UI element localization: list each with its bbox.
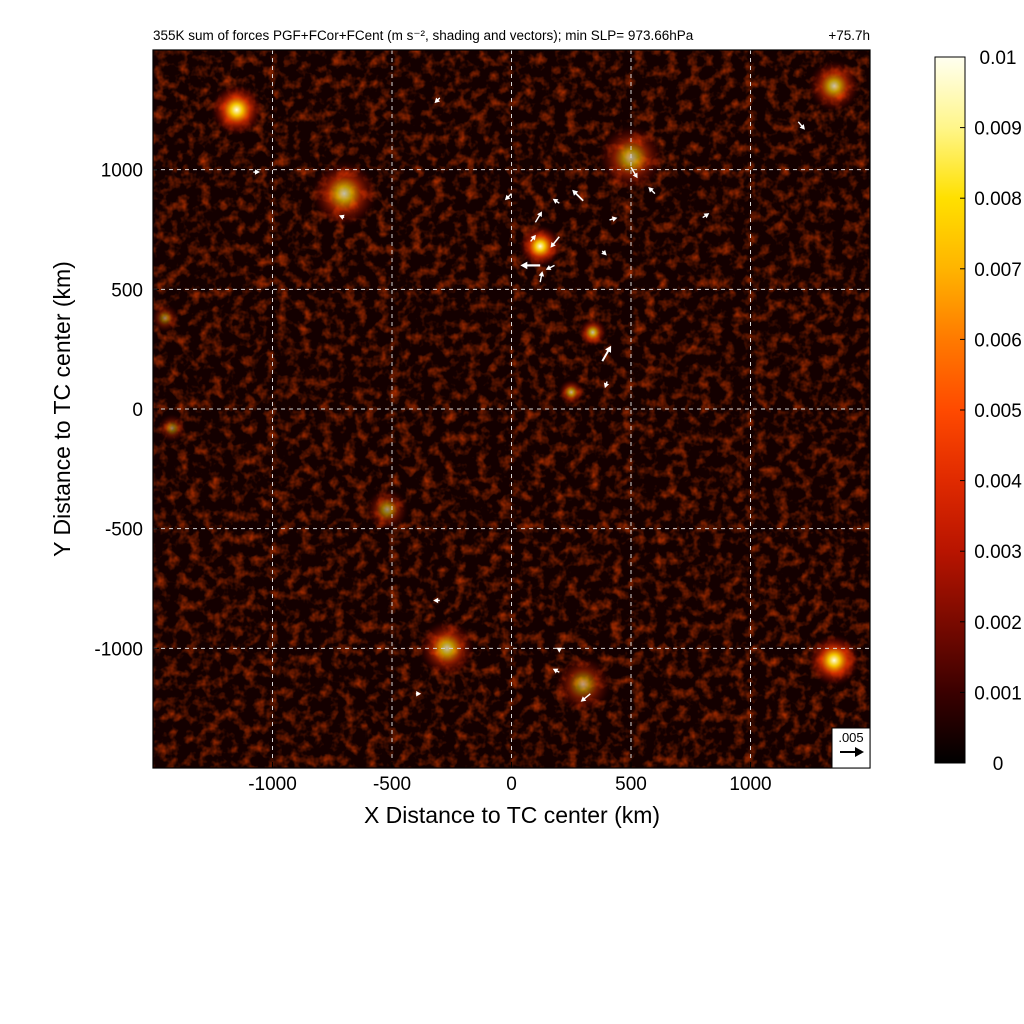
vector-arrow [630,166,638,179]
reference-vector-arrowhead [855,747,864,757]
x-tick-label: -1000 [248,774,297,795]
vector-head [433,597,439,604]
colorbar-ticks: 0 0.001 0.002 0.003 0.004 0.005 0.006 0.007 0.00… [960,48,1022,775]
vector-arrow [253,169,260,175]
vector-head [605,345,612,353]
y-tick-label: 1000 [101,161,143,182]
vector-arrow [530,234,536,242]
vector-arrow [552,668,560,674]
vector-head [572,189,579,196]
vector-arrow [572,189,584,202]
x-tick-label: 500 [615,774,647,795]
vector-arrow [415,691,422,697]
hotspot [558,379,585,406]
vector-arrow [552,198,560,204]
colorbar-tick-label: 0.009 [974,119,1022,140]
hotspot [418,619,476,678]
vector-head [550,242,556,248]
x-axis-title: X Distance to TC center (km) [364,802,660,828]
vector-head [530,234,536,241]
vector-head [520,261,528,270]
colorbar-tick-label: 0.006 [974,330,1022,351]
vector-arrow [603,381,610,389]
vector-arrow [520,261,541,270]
y-axis-title: Y Distance to TC center (km) [49,261,75,557]
y-tick-label: -500 [105,520,143,541]
vector-head [538,271,545,277]
vector-arrow [556,647,563,653]
vector-head [416,691,422,697]
vector-head [580,696,587,702]
hotspot [210,83,263,137]
x-tick-label: 1000 [729,774,771,795]
vector-arrow [702,213,710,219]
vector-arrow [545,264,555,271]
vector-arrow [338,214,345,220]
x-tick-label: -500 [373,774,411,795]
hotspot [807,59,861,113]
vector-arrow [580,693,591,702]
noise-field [153,50,870,768]
time-label: +75.7h [828,28,870,43]
colorbar-tick-label: 0.005 [974,401,1022,422]
hotspot [365,488,409,532]
reference-vector-key: .005 [831,727,871,769]
x-tick-label: 0 [506,774,517,795]
reference-vector-label: .005 [838,730,863,745]
colorbar-tick-label: 0.004 [974,472,1022,493]
colorbar-tick-label: 0.001 [974,683,1022,704]
hotspot [578,318,608,347]
vector-head [601,249,607,256]
vector-head [504,194,511,201]
x-axis-ticks: -1000 -500 0 500 1000 [248,762,772,795]
y-tick-label: 500 [111,280,143,301]
reference-vector-box [831,727,871,769]
vector-head [556,647,563,653]
vector-field [253,97,805,702]
y-tick-label: 0 [132,400,143,421]
vector-head [254,169,260,175]
vector-arrow [648,187,656,195]
vector-arrow [609,216,618,222]
vector-head [611,216,618,222]
colorbar-tick-label: 0.003 [974,542,1022,563]
hotspot [807,634,861,687]
colorbar-tick-label: 0.007 [974,260,1022,281]
colorbar-tick-label: 0.002 [974,613,1022,634]
y-axis-ticks: -1000 -500 0 500 1000 [94,161,159,660]
vector-arrow [797,121,805,130]
chart-title: 355K sum of forces PGF+FCor+FCent (m s⁻²… [153,28,694,43]
hotspot [518,224,562,268]
vector-arrow [434,97,441,104]
vector-head [338,214,345,220]
vector-arrow [538,271,545,283]
hotspot [157,413,187,443]
hotspot [554,655,612,713]
y-tick-label: -1000 [94,639,143,660]
vector-arrow [504,193,512,201]
colorbar-tick-label: 0 [993,754,1004,775]
vector-arrow [433,597,440,604]
vector-arrow [550,236,560,248]
vector-head [648,187,654,193]
colorbar-tick-label: 0.01 [980,48,1017,69]
vector-head [703,213,710,219]
vector-head [434,97,441,104]
vector-arrow [601,345,612,362]
hotspot [153,303,180,333]
hotspot [310,160,378,228]
vector-head [799,124,805,130]
plot-area [153,50,870,768]
vector-arrow [601,249,607,256]
vector-head [632,172,638,179]
vector-arrow [534,211,542,223]
vector-head [537,211,542,218]
vector-head [603,382,610,389]
vector-head [552,668,559,674]
vector-head [545,265,552,271]
colorbar-tick-label: 0.008 [974,189,1022,210]
vector-head [552,198,559,204]
colorbar: 0 0.001 0.002 0.003 0.004 0.005 0.006 0.007 0.00… [934,48,1022,775]
